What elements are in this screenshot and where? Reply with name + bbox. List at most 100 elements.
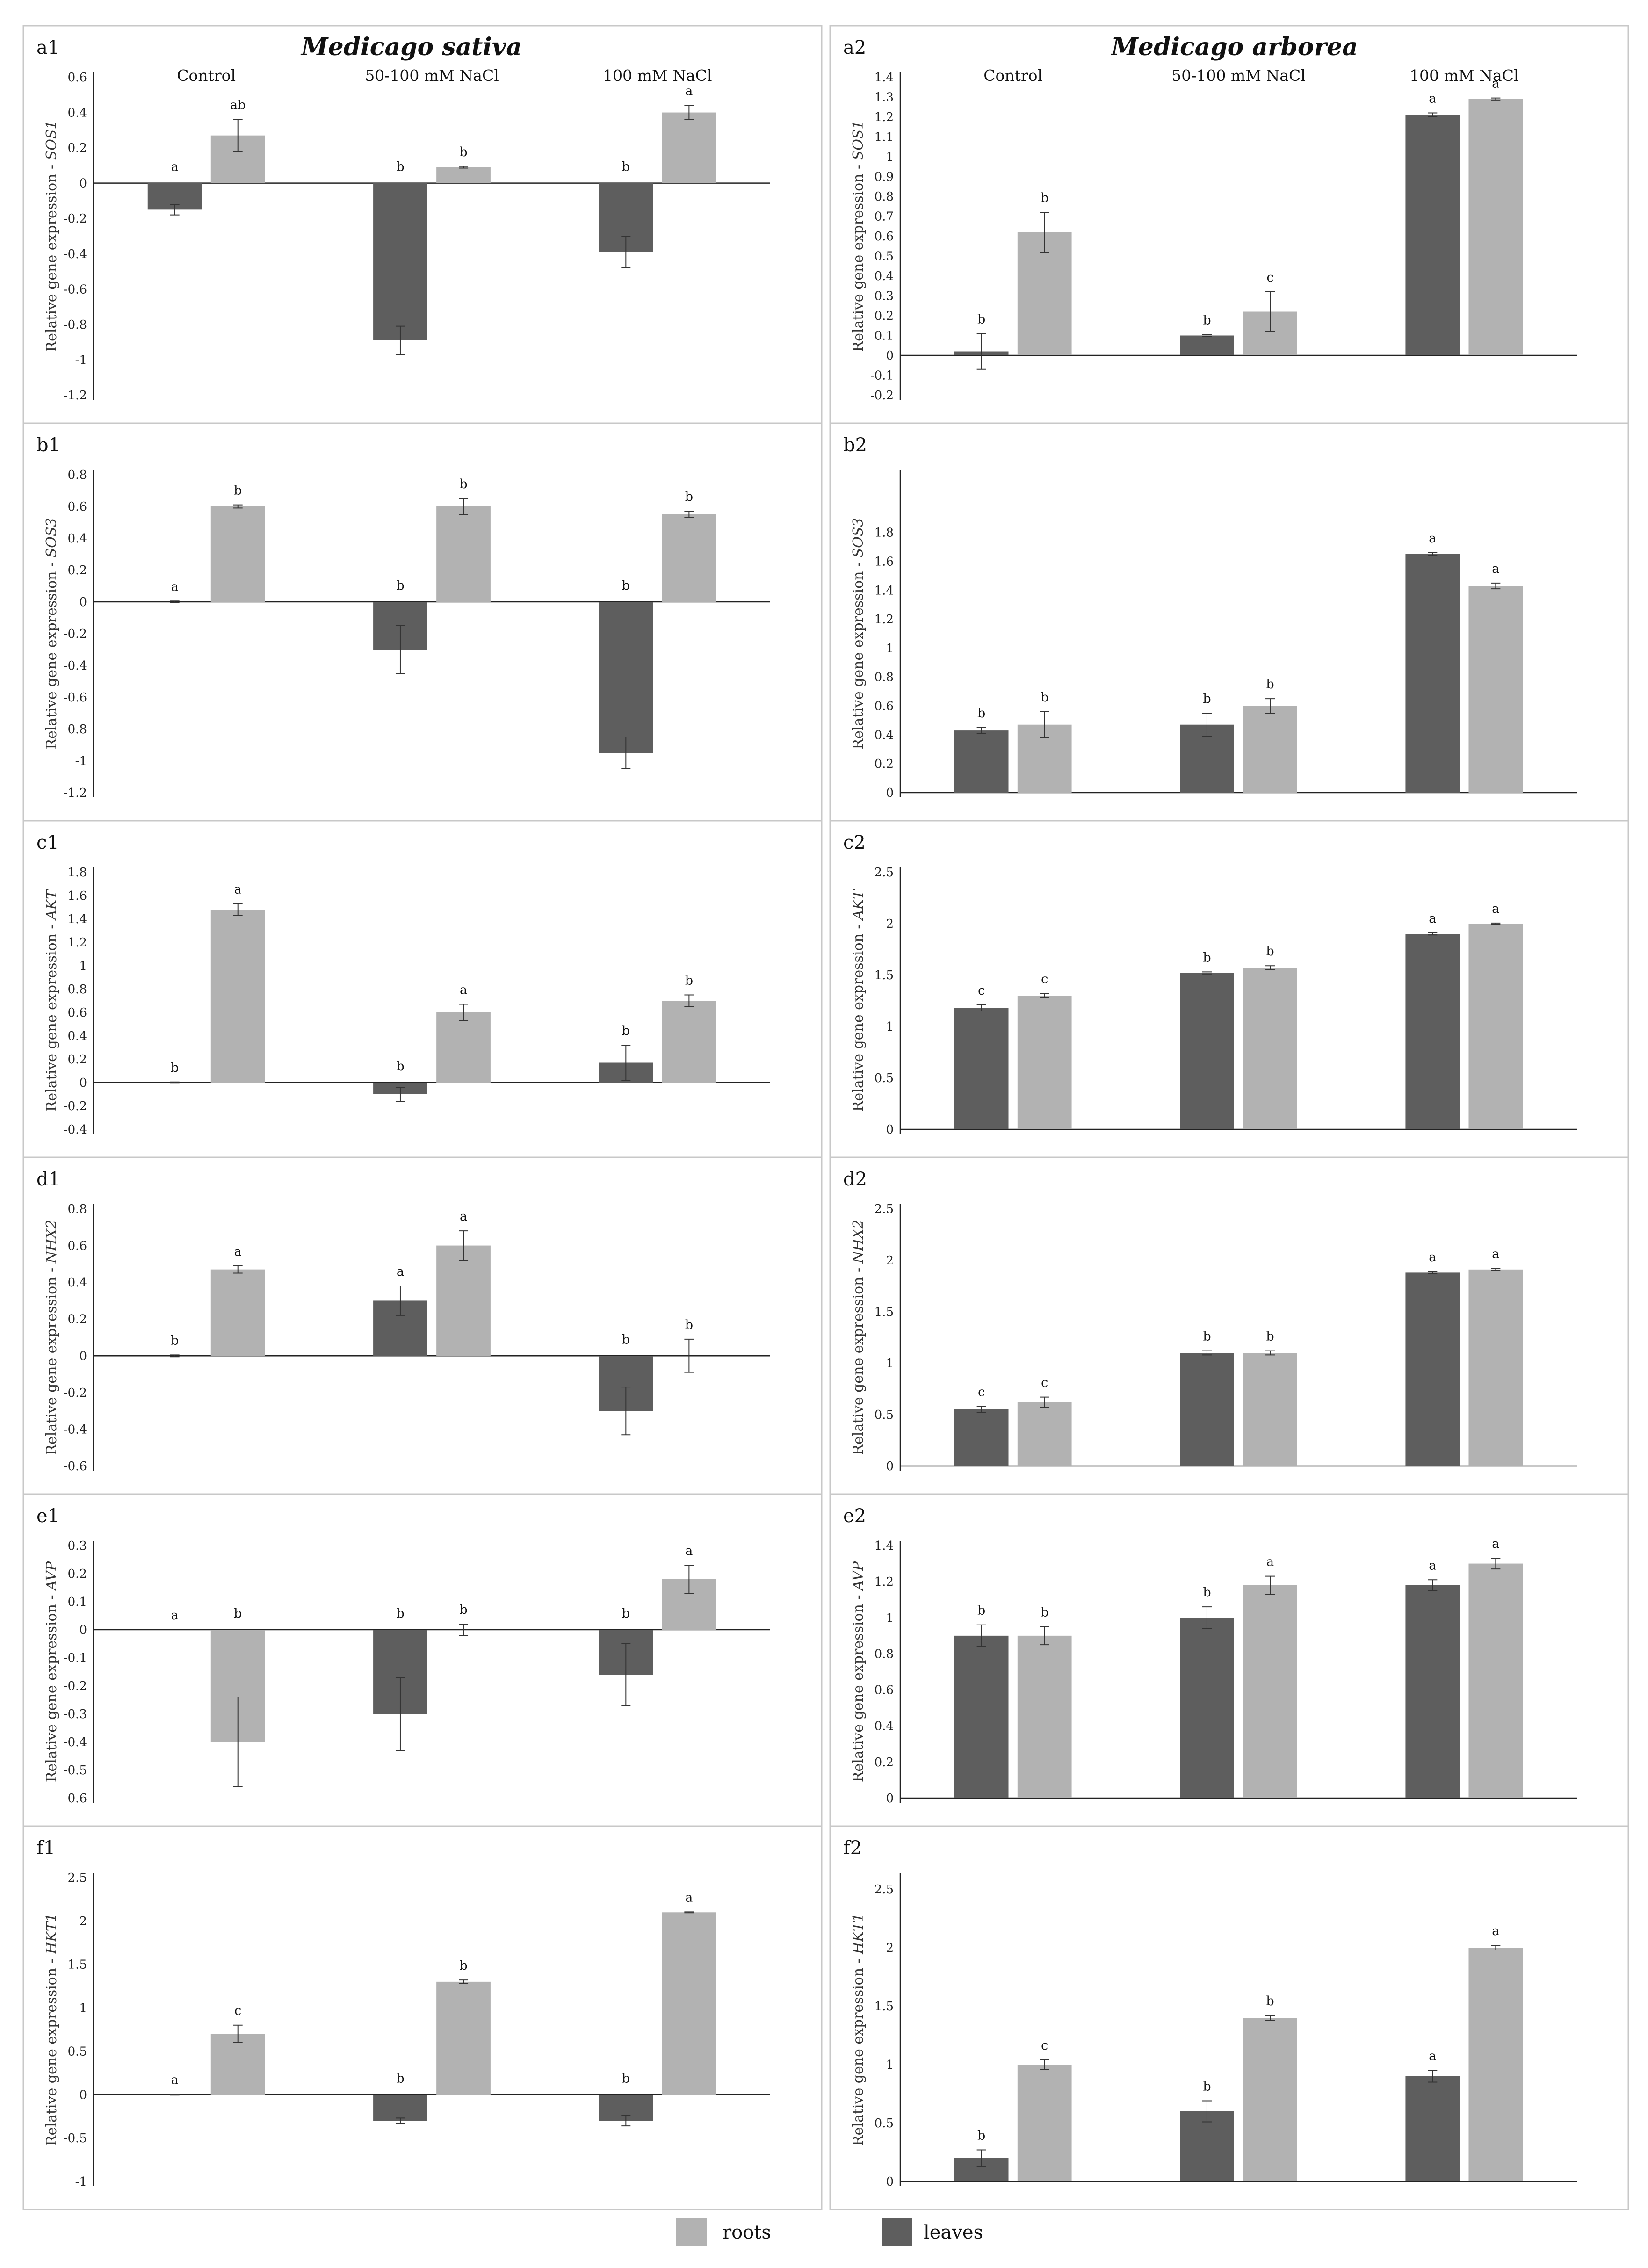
significance-letter: b [1203,1329,1211,1344]
bar-leaves [373,183,427,340]
error-bar [395,2117,405,2124]
panel-d2: d2 2.5 2 1.5 1 0.5 0 Relative gene expression -… [829,1156,1629,1495]
significance-letter: b [171,1333,179,1348]
y-tick-label: -0.2 [64,212,87,226]
y-tick-label: 0.2 [875,757,894,771]
bar-roots [1017,232,1072,355]
significance-letter: a [1492,1924,1499,1938]
y-tick-label: 0 [79,177,87,191]
error-bar [976,2149,986,2167]
y-tick-label: 0 [886,786,894,800]
significance-letter: b [459,1958,467,1973]
y-tick-label: 0.2 [68,1053,87,1067]
y-tick-label: 0.6 [68,1239,87,1253]
error-bar [1040,2059,1049,2070]
y-tick-label: 0.3 [875,289,894,303]
y-tick-label: 0.4 [68,106,87,120]
y-tick-label: 1.5 [875,2000,894,2014]
significance-letter: b [459,145,467,159]
error-bar [170,600,180,603]
panel-f2: f2 2.5 2 1.5 1 0.5 0 Relative gene expression -… [829,1825,1629,2210]
panel-c2: c2 2.5 2 1.5 1 0.5 0 Relative gene expression -… [829,820,1629,1158]
significance-letter: c [234,2004,241,2018]
significance-letter: b [1266,1994,1274,2008]
bar-roots [1243,1585,1297,1798]
bar-roots [436,1245,491,1356]
bar-roots [436,506,491,602]
error-bar [621,737,631,769]
error-bar [1491,1268,1501,1271]
significance-letter: b [171,1061,179,1075]
y-axis-label: Relative gene expression - AKT [43,889,60,1112]
error-bar [1491,97,1501,101]
error-bar [395,1087,405,1102]
y-tick-label: 0.2 [875,1755,894,1770]
y-tick-label: -1 [75,353,87,367]
bar-roots [436,167,491,183]
error-bar [459,166,469,169]
significance-letter: a [1429,531,1436,546]
y-axis-label: Relative gene expression - HKT1 [850,1913,867,2146]
y-tick-label: 0.8 [875,671,894,685]
y-tick-label: 0 [79,1349,87,1363]
bar-leaves [1180,1618,1234,1798]
y-tick-label: 1.5 [68,1958,87,1972]
y-tick-label: 2.5 [875,1202,894,1216]
panel-a1: a1 0.6 0.4 0.2 0 -0.2 -0.4 -0.6 -0.8 -1 -1.2 Relati… [22,25,823,424]
error-bar [1428,2070,1438,2083]
bar-leaves [1180,2111,1234,2181]
error-bar [233,1265,243,1274]
bar-roots [210,910,265,1083]
significance-letter: b [1203,2080,1211,2094]
y-tick-label: 1.3 [875,91,894,105]
y-axis-label: Relative gene expression - SOS3 [850,518,867,749]
panel-b2: b2 1.8 1.6 1.4 1.2 1 0.8 0.6 0.4 0.2 0 Relative gen… [829,422,1629,822]
y-tick-label: 0.8 [875,1647,894,1661]
group-label: 50-100 mM NaCl [365,66,499,85]
bar-leaves [1405,2076,1460,2181]
panel-b1: b1 0.8 0.6 0.4 0.2 0 -0.2 -0.4 -0.6 -0.8 -1 -1.2 Rel… [22,422,823,822]
bar-leaves [1180,1353,1234,1466]
bar-leaves [599,602,653,753]
y-tick-label: -0.4 [64,247,87,261]
error-bar [1491,922,1501,925]
significance-letter: a [685,1890,693,1905]
significance-letter: b [234,1606,242,1621]
panel-label: e1 [36,1505,59,1527]
significance-letter: c [978,983,985,998]
error-bar [233,504,243,509]
significance-letter: b [622,160,630,174]
significance-letter: b [1266,677,1274,692]
error-bar [621,1045,631,1081]
error-bar [621,1387,631,1436]
error-bar [1040,711,1049,738]
y-tick-label: 1 [79,2001,87,2015]
legend: roots leaves [676,2218,983,2246]
bar-roots [1468,99,1523,355]
y-tick-label: 1 [886,1357,894,1371]
significance-letter: b [1203,313,1211,327]
error-bar [233,119,243,152]
significance-letter: b [396,160,404,174]
y-tick-label: 0 [886,1791,894,1806]
y-tick-label: 1 [79,959,87,973]
error-bar [1202,2100,1212,2123]
y-tick-label: 0 [886,2175,894,2189]
error-bar [395,325,405,355]
significance-letter: b [459,1603,467,1617]
error-bar [976,727,986,734]
significance-letter: b [1041,1605,1048,1620]
significance-letter: ab [230,98,246,113]
significance-letter: a [460,983,467,997]
group-label: 100 mM NaCl [1409,66,1518,85]
panel-label: c1 [36,832,59,853]
y-tick-label: -0.2 [870,389,894,403]
bar-roots [1243,1353,1297,1466]
significance-letter: b [685,490,693,504]
y-tick-label: 2.5 [68,1871,87,1885]
y-tick-label: 0 [886,1459,894,1473]
panel-label: c2 [843,832,866,853]
y-tick-label: -0.4 [64,1123,87,1137]
y-tick-label: 0.8 [875,190,894,204]
y-tick-label: 0 [79,595,87,609]
